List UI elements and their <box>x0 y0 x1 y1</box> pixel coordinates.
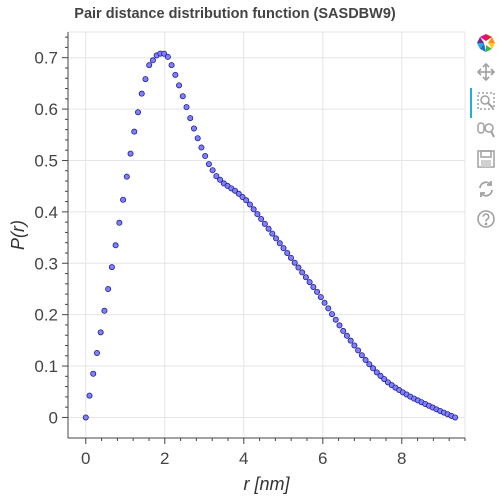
data-point <box>169 63 174 68</box>
data-point <box>311 284 316 289</box>
data-point <box>180 94 185 99</box>
data-point <box>296 265 301 270</box>
data-point <box>307 280 312 285</box>
y-tick-label: 0 <box>49 408 58 427</box>
data-point <box>135 110 140 115</box>
data-point <box>191 126 196 131</box>
data-point <box>203 153 208 158</box>
data-point <box>322 300 327 305</box>
pan-icon[interactable] <box>475 61 497 83</box>
data-point <box>87 393 92 398</box>
data-point <box>206 162 211 167</box>
reset-icon[interactable] <box>475 178 497 200</box>
data-point <box>143 77 148 82</box>
data-point <box>273 236 278 241</box>
data-point <box>251 207 256 212</box>
data-point <box>91 371 96 376</box>
data-point <box>247 202 252 207</box>
x-tick-label: 2 <box>160 449 169 468</box>
y-tick-label: 0.2 <box>34 306 58 325</box>
data-point <box>188 115 193 120</box>
data-point <box>266 226 271 231</box>
data-point <box>184 105 189 110</box>
data-point <box>341 328 346 333</box>
data-point <box>128 151 133 156</box>
x-tick-label: 8 <box>397 449 406 468</box>
data-point <box>132 129 137 134</box>
data-point <box>348 338 353 343</box>
data-point <box>259 216 264 221</box>
data-point <box>83 415 88 420</box>
data-point <box>139 91 144 96</box>
x-tick-label: 4 <box>239 449 248 468</box>
data-point <box>352 343 357 348</box>
data-point <box>314 289 319 294</box>
data-point <box>356 348 361 353</box>
data-point <box>102 308 107 313</box>
data-point <box>94 350 99 355</box>
axes: 0 2 4 6 8 0 0.1 0.2 0.3 0.4 0.5 0.6 0.7 <box>34 32 465 468</box>
data-point <box>195 136 200 141</box>
data-point <box>106 286 111 291</box>
save-icon[interactable] <box>475 148 497 170</box>
data-point <box>124 174 129 179</box>
y-tick-label: 0.5 <box>34 151 58 170</box>
data-point <box>120 197 125 202</box>
data-point <box>262 221 267 226</box>
data-point <box>329 311 334 316</box>
data-point <box>199 145 204 150</box>
y-tick-label: 0.4 <box>34 203 58 222</box>
data-point <box>147 63 152 68</box>
data-point <box>210 168 215 173</box>
data-point <box>326 306 331 311</box>
data-point <box>244 198 249 203</box>
y-tick-label: 0.6 <box>34 100 58 119</box>
box-zoom-icon[interactable] <box>475 90 497 112</box>
data-point <box>176 83 181 88</box>
data-point <box>337 323 342 328</box>
data-point <box>281 246 286 251</box>
data-point <box>277 241 282 246</box>
x-tick-label: 0 <box>81 449 90 468</box>
plot-frame <box>68 32 465 438</box>
data-point <box>303 275 308 280</box>
data-point <box>285 250 290 255</box>
data-point <box>300 270 305 275</box>
x-axis-title: r [nm] <box>243 474 290 494</box>
data-point <box>344 333 349 338</box>
data-point <box>109 265 114 270</box>
help-icon[interactable] <box>475 208 497 230</box>
data-point <box>165 54 170 59</box>
grid-lines <box>68 32 465 438</box>
data-point <box>292 260 297 265</box>
data-point <box>453 415 458 420</box>
toolbar <box>470 30 500 270</box>
data-point <box>255 212 260 217</box>
y-tick-label: 0.7 <box>34 49 58 68</box>
active-tool-indicator <box>470 88 472 118</box>
data-point <box>117 220 122 225</box>
x-tick-label: 6 <box>318 449 327 468</box>
data-point <box>150 58 155 63</box>
y-axis-title: P(r) <box>8 220 28 250</box>
data-point <box>333 317 338 322</box>
wheel-zoom-icon[interactable] <box>475 119 497 141</box>
bokeh-logo-icon[interactable] <box>475 32 497 54</box>
data-point <box>113 243 118 248</box>
data-point <box>318 294 323 299</box>
data-point <box>359 353 364 358</box>
data-point <box>288 255 293 260</box>
plot-area: 0 2 4 6 8 0 0.1 0.2 0.3 0.4 0.5 0.6 0.7 r [nm] P(r) <box>0 0 470 500</box>
data-point <box>98 330 103 335</box>
y-tick-label: 0.1 <box>34 357 58 376</box>
data-point <box>363 357 368 362</box>
data-point <box>270 231 275 236</box>
y-tick-label: 0.3 <box>34 254 58 273</box>
data-point <box>173 72 178 77</box>
